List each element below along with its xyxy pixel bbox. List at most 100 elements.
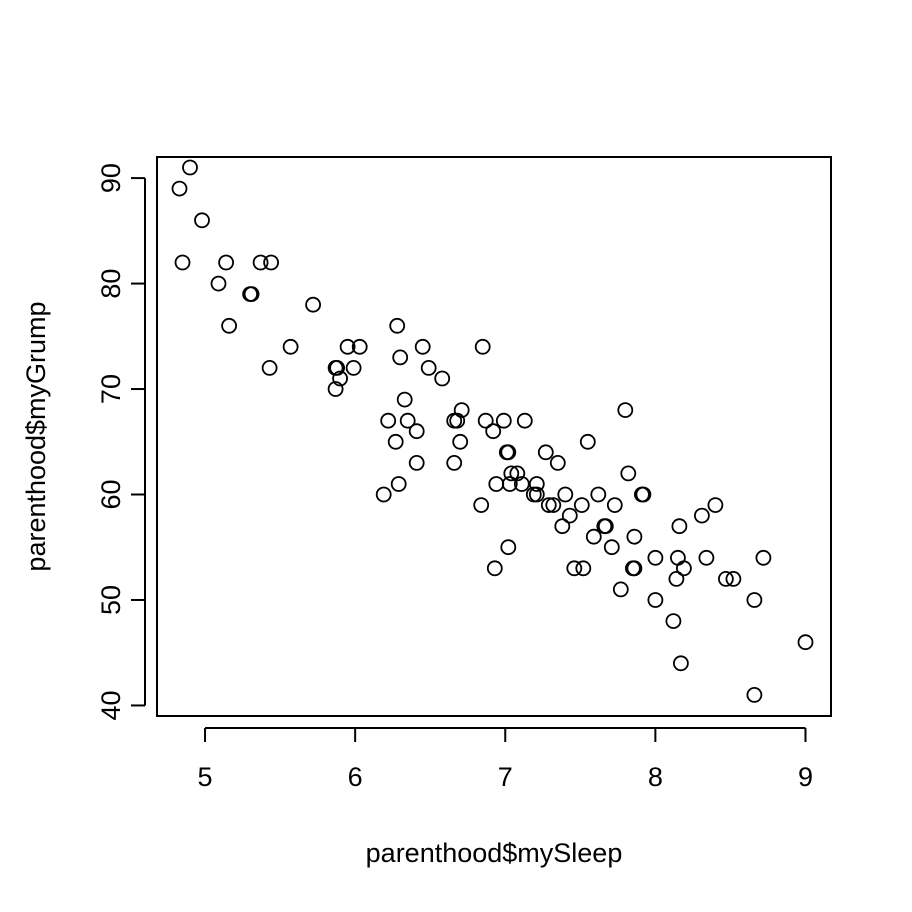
data-point [620, 465, 637, 482]
data-point [626, 560, 643, 577]
y-tick-label: 60 [96, 479, 126, 509]
data-point [590, 486, 607, 503]
data-point [597, 518, 614, 535]
data-point [528, 486, 545, 503]
data-point [387, 433, 404, 450]
data-point [500, 539, 517, 556]
data-point [420, 359, 437, 376]
data-point [174, 254, 191, 271]
data-point [545, 497, 562, 514]
data-point [345, 359, 362, 376]
data-point [746, 592, 763, 608]
data-point [446, 454, 463, 471]
data-point [676, 560, 692, 577]
y-tick-label: 90 [96, 163, 126, 193]
y-axis: 40 50 60 70 80 90 [96, 163, 146, 720]
data-point [516, 412, 533, 429]
data-point [252, 254, 269, 271]
data-point [573, 497, 590, 514]
data-point [263, 254, 280, 271]
data-point [617, 402, 634, 419]
data-point [537, 444, 554, 461]
data-point [449, 412, 466, 429]
data-point [668, 571, 685, 587]
data-point [389, 317, 406, 334]
plot-frame [156, 156, 832, 717]
data-point [566, 560, 583, 577]
data-point [453, 402, 470, 419]
data-point [725, 571, 742, 587]
data-point [603, 539, 620, 556]
data-point [182, 159, 198, 176]
data-point [339, 338, 356, 355]
data-point [332, 370, 349, 387]
data-point [305, 296, 322, 313]
data-point [579, 433, 596, 450]
y-tick-label: 80 [96, 269, 126, 299]
x-axis: 5 6 7 8 9 [198, 727, 813, 792]
data-point [698, 549, 715, 566]
data-point [474, 338, 491, 355]
data-point [606, 497, 623, 514]
data-point [585, 528, 602, 545]
data-point [626, 528, 643, 545]
data-point [554, 518, 571, 535]
y-axis-title: parenthood$myGrump [21, 301, 51, 571]
data-point [477, 412, 494, 429]
data-point [351, 338, 368, 355]
data-point [513, 476, 530, 492]
x-tick-label: 7 [498, 762, 513, 792]
data-point [327, 381, 344, 397]
data-point [528, 476, 545, 492]
data-point [718, 571, 734, 587]
x-tick-label: 8 [648, 762, 663, 792]
data-point [635, 486, 652, 503]
data-point [171, 180, 188, 197]
data-point [221, 317, 238, 334]
data-point [500, 444, 517, 461]
data-point [408, 454, 425, 471]
data-point [503, 465, 520, 482]
data-point [473, 497, 490, 514]
data-point [392, 349, 409, 366]
data-point [797, 634, 814, 651]
data-point [671, 518, 688, 535]
data-point [485, 423, 502, 440]
data-point [408, 423, 425, 440]
data-point [452, 433, 469, 450]
data-point [673, 655, 689, 672]
x-axis-title: parenthood$mySleep [366, 838, 623, 868]
data-point [282, 338, 299, 355]
data-point [243, 286, 260, 303]
data-point [396, 391, 413, 408]
data-point [329, 359, 346, 376]
data-points [171, 159, 814, 703]
data-point [694, 507, 710, 524]
data-point [665, 613, 682, 629]
data-point [575, 560, 592, 577]
data-point [501, 476, 518, 492]
data-point [210, 275, 227, 292]
data-point [746, 687, 763, 703]
data-point [495, 412, 512, 429]
data-point [486, 560, 503, 577]
data-point [647, 592, 664, 608]
x-tick-label: 9 [798, 762, 813, 792]
y-tick-label: 70 [96, 374, 126, 404]
data-point [561, 507, 578, 524]
x-tick-label: 5 [198, 762, 213, 792]
y-tick-label: 40 [96, 690, 126, 720]
data-point [557, 486, 574, 503]
data-point [540, 497, 557, 514]
data-point [549, 454, 566, 471]
data-point [612, 581, 629, 598]
data-point [194, 212, 210, 229]
data-point [414, 338, 431, 355]
data-point [509, 465, 526, 482]
x-tick-label: 6 [348, 762, 363, 792]
data-point [390, 476, 407, 492]
data-point [380, 412, 397, 429]
data-point [647, 549, 664, 566]
data-point [707, 497, 724, 514]
